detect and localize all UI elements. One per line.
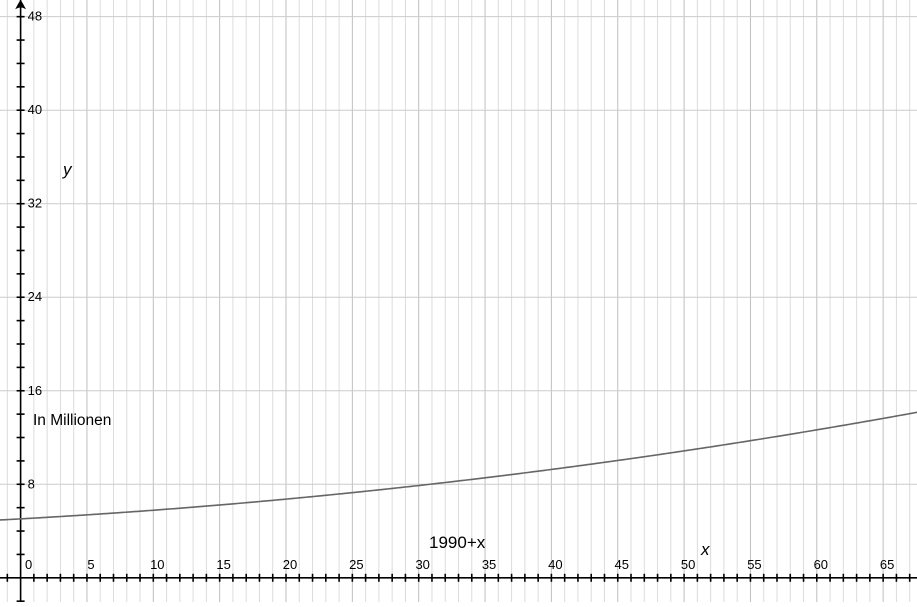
- svg-text:35: 35: [482, 557, 496, 572]
- svg-text:5: 5: [87, 557, 94, 572]
- svg-text:0: 0: [25, 557, 32, 572]
- svg-text:40: 40: [28, 102, 42, 117]
- svg-text:50: 50: [681, 557, 695, 572]
- svg-text:16: 16: [28, 383, 42, 398]
- svg-text:y: y: [62, 160, 73, 179]
- svg-text:40: 40: [548, 557, 562, 572]
- svg-text:In Millionen: In Millionen: [33, 412, 111, 429]
- svg-text:65: 65: [880, 557, 894, 572]
- svg-text:30: 30: [415, 557, 429, 572]
- svg-text:32: 32: [28, 196, 42, 211]
- svg-text:24: 24: [28, 289, 42, 304]
- svg-text:20: 20: [283, 557, 297, 572]
- svg-text:8: 8: [28, 476, 35, 491]
- svg-text:25: 25: [349, 557, 363, 572]
- svg-text:60: 60: [814, 557, 828, 572]
- svg-text:48: 48: [28, 9, 42, 24]
- svg-text:1990+x: 1990+x: [429, 533, 486, 552]
- svg-text:55: 55: [747, 557, 761, 572]
- svg-text:10: 10: [150, 557, 164, 572]
- svg-text:15: 15: [216, 557, 230, 572]
- svg-text:x: x: [700, 540, 710, 559]
- svg-text:45: 45: [615, 557, 629, 572]
